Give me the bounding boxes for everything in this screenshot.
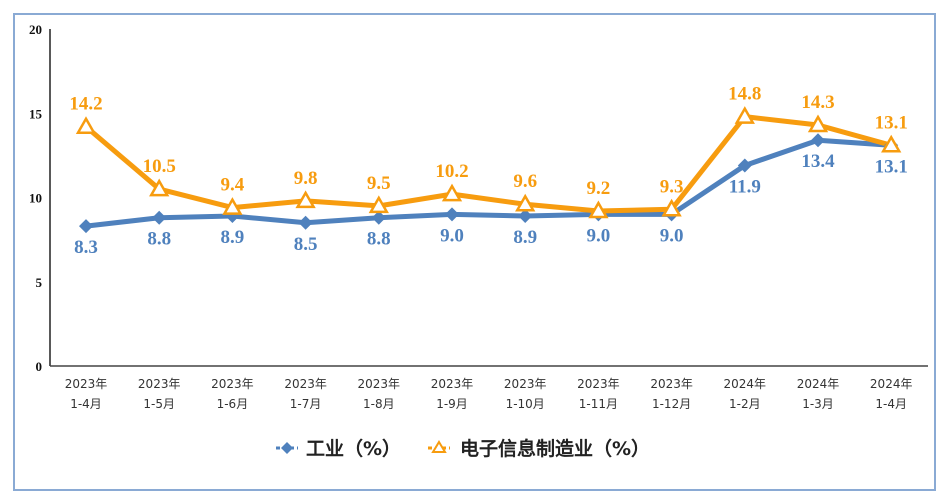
triangle-marker [807, 114, 829, 133]
data-label-industry: 8.9 [221, 227, 245, 248]
x-tick-label-year: 2023年 [577, 377, 620, 391]
x-tick-label-year: 2023年 [504, 377, 547, 391]
y-tick-label: 0 [36, 359, 43, 374]
x-tick-label-year: 2023年 [211, 377, 254, 391]
diamond-marker [445, 207, 459, 222]
data-label-industry: 8.9 [513, 227, 537, 248]
series-line-0 [85, 137, 892, 229]
triangle-marker [222, 197, 243, 215]
triangle-marker [734, 106, 755, 124]
triangle-marker [881, 134, 902, 153]
data-label-industry: 8.5 [294, 234, 318, 255]
y-tick-label: 5 [36, 275, 43, 290]
data-label-electronics: 13.1 [875, 112, 908, 133]
data-label-electronics: 9.4 [221, 175, 245, 196]
legend-triangle-icon [431, 440, 447, 453]
x-tick-label-period: 1-8月 [363, 397, 395, 411]
data-label-electronics: 10.5 [143, 156, 176, 177]
triangle-marker [441, 183, 463, 202]
data-label-industry: 9.0 [440, 225, 464, 246]
data-label-electronics: 9.6 [513, 171, 537, 192]
data-label-industry: 8.8 [367, 229, 391, 250]
diamond-marker [79, 219, 93, 234]
data-label-electronics: 10.2 [435, 161, 468, 182]
x-tick-label-year: 2023年 [138, 377, 181, 391]
data-label-electronics: 9.3 [660, 176, 684, 197]
data-label-industry: 13.4 [801, 151, 835, 172]
data-label-industry: 8.3 [74, 237, 98, 258]
y-tick-label: 20 [29, 22, 42, 37]
x-tick-label-period: 1-4月 [875, 397, 907, 411]
x-tick-label-year: 2023年 [65, 377, 108, 391]
triangle-marker [588, 200, 609, 219]
data-label-industry: 11.9 [729, 176, 761, 197]
triangle-marker [75, 116, 97, 134]
diamond-marker [298, 215, 313, 230]
y-tick-label: 10 [29, 191, 42, 206]
triangle-marker [661, 198, 682, 217]
x-tick-label-period: 1-7月 [290, 397, 322, 411]
legend: 工业（%） 电子信息制造业（%） [276, 437, 650, 460]
x-tick-label-period: 1-5月 [143, 397, 175, 411]
data-label-electronics: 9.8 [294, 168, 318, 189]
triangle-marker [515, 193, 536, 212]
x-tick-label-year: 2023年 [284, 377, 327, 391]
chart-frame [13, 13, 936, 491]
legend-label-electronics: 电子信息制造业（%） [460, 437, 650, 460]
triangle-marker [368, 195, 389, 214]
triangle-marker [149, 178, 170, 197]
diamond-marker [518, 209, 533, 224]
x-tick-label-year: 2024年 [724, 377, 767, 391]
triangle-marker [295, 190, 316, 209]
data-label-industry: 8.8 [147, 229, 171, 250]
x-tick-label-period: 1-6月 [217, 397, 249, 411]
data-label-electronics: 9.5 [367, 173, 391, 194]
data-label-electronics: 14.3 [801, 92, 834, 113]
x-tick-label-year: 2024年 [797, 377, 840, 391]
diamond-marker [737, 158, 752, 173]
series-line-1 [84, 114, 892, 214]
x-tick-label-period: 1-3月 [802, 397, 834, 411]
data-label-electronics: 14.8 [728, 84, 761, 105]
y-tick-label: 15 [29, 106, 43, 121]
data-label-electronics: 9.2 [587, 178, 611, 199]
x-tick-label-year: 2023年 [650, 377, 693, 391]
diamond-marker [371, 210, 386, 225]
legend-diamond-icon [281, 442, 293, 454]
diamond-marker [811, 133, 825, 148]
data-label-industry: 9.0 [587, 225, 611, 246]
x-tick-label-year: 2024年 [870, 377, 913, 391]
x-tick-label-year: 2023年 [431, 377, 474, 391]
x-tick-label-period: 1-10月 [506, 397, 545, 411]
x-tick-label-period: 1-4月 [70, 397, 102, 411]
legend-label-industry: 工业（%） [306, 437, 401, 460]
diamond-marker [152, 210, 167, 225]
data-label-electronics: 14.2 [69, 94, 102, 115]
x-tick-label-year: 2023年 [358, 377, 401, 391]
x-tick-label-period: 1-9月 [436, 397, 468, 411]
data-label-industry: 13.1 [875, 156, 908, 177]
x-tick-label-period: 1-2月 [729, 397, 761, 411]
x-tick-label-period: 1-11月 [579, 397, 618, 411]
x-tick-label-period: 1-12月 [652, 397, 691, 411]
data-label-industry: 9.0 [660, 225, 684, 246]
